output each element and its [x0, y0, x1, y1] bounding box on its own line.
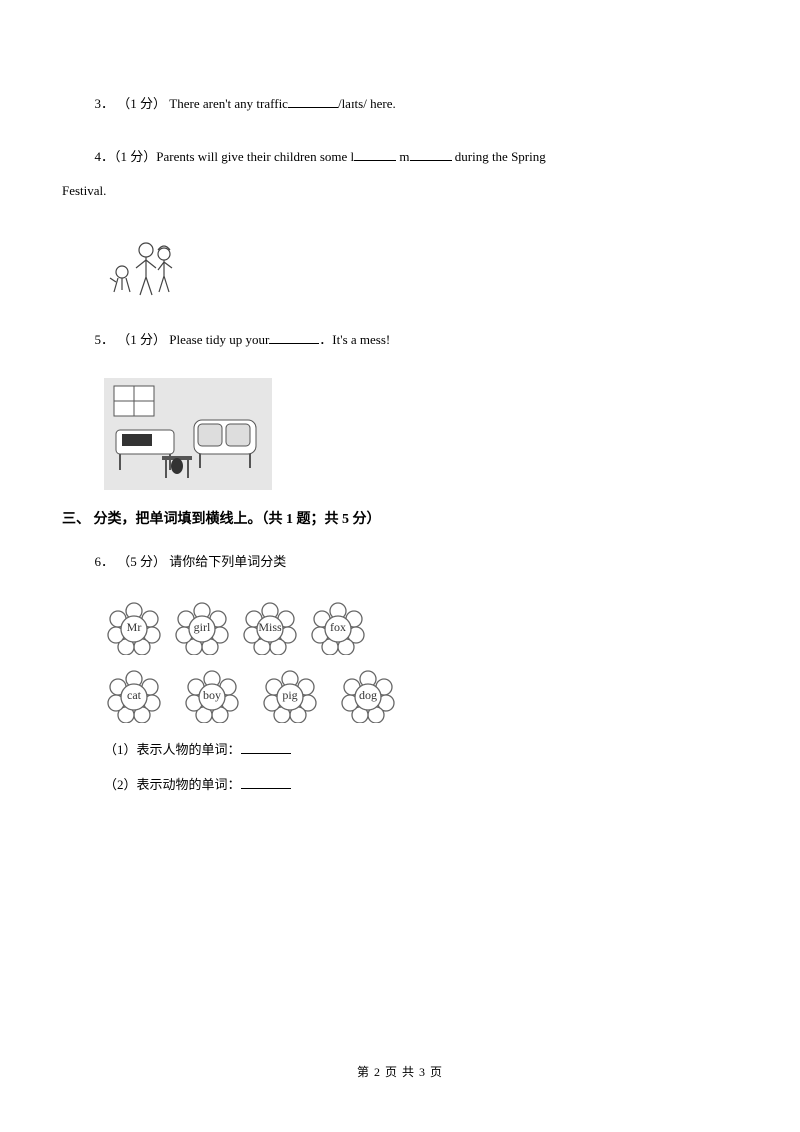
- flower-label: dog: [359, 688, 377, 703]
- flower-cat: cat: [104, 669, 164, 723]
- q4-num: 4．: [95, 149, 115, 164]
- q6-num: 6．: [95, 554, 115, 569]
- question-6: 6． （5 分） 请你给下列单词分类: [62, 548, 738, 577]
- room-image: [104, 378, 738, 490]
- q5-text-a: Please tidy up your: [169, 332, 269, 347]
- flower-pig: pig: [260, 669, 320, 723]
- question-5: 5． （1 分） Please tidy up your ．It's a mess…: [62, 326, 738, 355]
- family-image: [104, 230, 738, 308]
- flower-miss: Miss: [240, 601, 300, 655]
- flower-fox: fox: [308, 601, 368, 655]
- blank[interactable]: [241, 740, 291, 754]
- flower-label: Mr: [127, 620, 142, 635]
- blank[interactable]: [269, 330, 319, 344]
- sub-question-1: （1）表示人物的单词：: [104, 739, 738, 758]
- q4-text-c: during the Spring: [452, 149, 546, 164]
- q6-text: 请你给下列单词分类: [169, 554, 286, 569]
- flower-label: cat: [127, 688, 141, 703]
- sub2-text: （2）表示动物的单词：: [104, 777, 241, 792]
- flower-label: fox: [330, 620, 346, 635]
- q4-points: （1 分）: [114, 149, 156, 164]
- section-3-title: 三、 分类，把单词填到横线上。（共 1 题；共 5 分）: [62, 508, 738, 528]
- q3-points: （1 分）: [117, 96, 166, 111]
- flower-label: girl: [194, 620, 211, 635]
- blank[interactable]: [241, 775, 291, 789]
- sub-question-2: （2）表示动物的单词：: [104, 774, 738, 793]
- q4-line2: Festival.: [62, 177, 738, 206]
- q5-text-b: ．It's a mess!: [319, 332, 390, 347]
- page-footer: 第 2 页 共 3 页: [0, 1063, 800, 1080]
- flower-row-1: Mr girl Miss fox: [104, 601, 738, 655]
- flower-dog: dog: [338, 669, 398, 723]
- flower-label: pig: [282, 688, 297, 703]
- blank[interactable]: [410, 147, 452, 161]
- flower-label: boy: [203, 688, 221, 703]
- q4-text-a: Parents will give their children some l: [156, 149, 354, 164]
- flower-row-2: cat boy pig dog: [104, 669, 738, 723]
- q4-text-b: m: [396, 149, 409, 164]
- q6-points: （5 分）: [117, 554, 166, 569]
- q3-text-a: There aren't any traffic: [169, 96, 288, 111]
- sub1-text: （1）表示人物的单词：: [104, 742, 241, 757]
- blank[interactable]: [288, 94, 338, 108]
- question-4: 4．（1 分）Parents will give their children …: [62, 143, 738, 206]
- q3-phon: /laɪts/ here.: [338, 96, 396, 111]
- question-3: 3． （1 分） There aren't any traffic/laɪts/…: [62, 90, 738, 119]
- flower-boy: boy: [182, 669, 242, 723]
- q3-num: 3．: [95, 96, 115, 111]
- flower-mr: Mr: [104, 601, 164, 655]
- q5-num: 5．: [95, 332, 115, 347]
- flower-label: Miss: [258, 620, 281, 635]
- flower-girl: girl: [172, 601, 232, 655]
- q5-points: （1 分）: [117, 332, 166, 347]
- blank[interactable]: [354, 147, 396, 161]
